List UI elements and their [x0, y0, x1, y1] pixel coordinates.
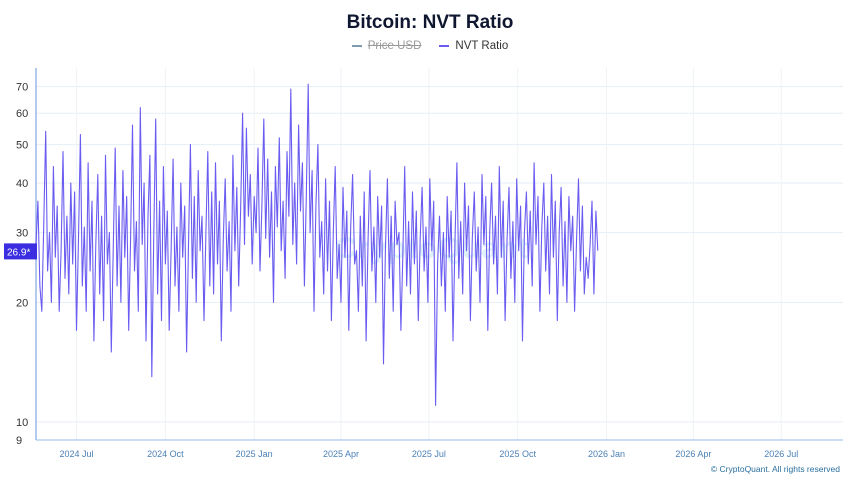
- x-tick-label: 2025 Jul: [412, 449, 446, 459]
- y-tick-label: 40: [16, 178, 28, 190]
- current-value-badge: [4, 243, 37, 260]
- legend-item-price-usd[interactable]: Price USD: [351, 40, 422, 52]
- legend-swatch-price-usd: [351, 45, 362, 47]
- x-tick-label: 2026 Jul: [764, 449, 798, 459]
- y-tick-label: 30: [16, 228, 28, 240]
- y-tick-label: 60: [16, 108, 28, 120]
- legend-label-nvt-ratio: NVT Ratio: [455, 40, 509, 52]
- x-tick-label: 2026 Apr: [675, 449, 711, 459]
- y-tick-label: 50: [16, 140, 28, 152]
- copyright-credit: © CryptoQuant. All rights reserved: [710, 464, 840, 474]
- x-tick-label: 2025 Apr: [323, 449, 359, 459]
- y-tick-label: 70: [16, 82, 28, 94]
- legend-label-price-usd: Price USD: [367, 40, 422, 52]
- x-tick-label: 2025 Oct: [499, 449, 536, 459]
- x-tick-label: 2024 Oct: [147, 449, 184, 459]
- nvt-ratio-series-line: [35, 83, 599, 406]
- x-tick-label: 2024 Jul: [60, 449, 94, 459]
- chart-title: Bitcoin: NVT Ratio: [346, 12, 514, 33]
- x-tick-label: 2026 Jan: [588, 449, 625, 459]
- x-tick-label: 2025 Jan: [236, 449, 273, 459]
- current-value-label: 26.9*: [7, 247, 30, 258]
- y-tick-label: 9: [16, 435, 22, 447]
- chart-legend: Price USD NVT Ratio: [0, 40, 860, 52]
- legend-swatch-nvt-ratio: [439, 45, 450, 47]
- legend-item-nvt-ratio[interactable]: NVT Ratio: [439, 40, 508, 52]
- y-tick-label: 20: [16, 297, 28, 309]
- y-tick-label: 10: [16, 417, 28, 429]
